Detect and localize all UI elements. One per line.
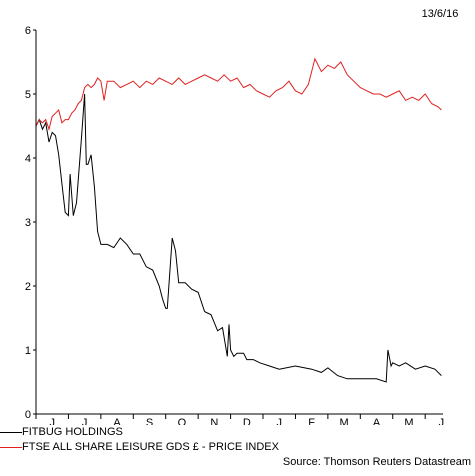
y-tick-label: 5 (25, 89, 31, 101)
y-tick-label: 0 (25, 409, 31, 421)
x-tick-label: N (210, 417, 218, 425)
legend-swatch (0, 446, 22, 448)
x-tick-label: D (243, 417, 251, 425)
x-tick-label: A (113, 417, 121, 425)
x-tick-label: F (308, 417, 315, 425)
y-tick-label: 4 (25, 153, 31, 165)
line-chart: 0 1 2 3 4 5 6 J J A S O N D J F M A M J 13/6/16 (25, 8, 459, 425)
date-label: 13/6/16 (422, 8, 459, 20)
series-line-1 (35, 57, 442, 131)
series-line-0 (35, 93, 442, 383)
x-tick-label: J (439, 417, 445, 425)
x-tick-label: M (340, 417, 349, 425)
legend-item-fitbug: FITBUG HOLDINGS (0, 426, 123, 439)
axes: 0 1 2 3 4 5 6 J J A S O N D J F M A M J (25, 25, 444, 425)
plot-area (35, 57, 442, 383)
legend-swatch (0, 431, 22, 433)
y-tick-label: 3 (25, 217, 31, 229)
x-tick-label: A (373, 417, 381, 425)
x-tick-label: S (146, 417, 153, 425)
legend-label: FTSE ALL SHARE LEISURE GDS £ - PRICE IND… (22, 441, 279, 453)
x-tick-label: J (276, 417, 282, 425)
y-tick-label: 2 (25, 281, 31, 293)
legend-label: FITBUG HOLDINGS (22, 426, 123, 438)
x-tick-label: J (49, 417, 55, 425)
x-tick-label: O (178, 417, 187, 425)
source-credit: Source: Thomson Reuters Datastream (282, 456, 471, 468)
y-tick-label: 1 (25, 345, 31, 357)
x-tick-label: M (404, 417, 413, 425)
x-tick-label: J (82, 417, 88, 425)
legend-item-ftse-leisure: FTSE ALL SHARE LEISURE GDS £ - PRICE IND… (0, 441, 279, 454)
y-tick-label: 6 (25, 25, 31, 37)
